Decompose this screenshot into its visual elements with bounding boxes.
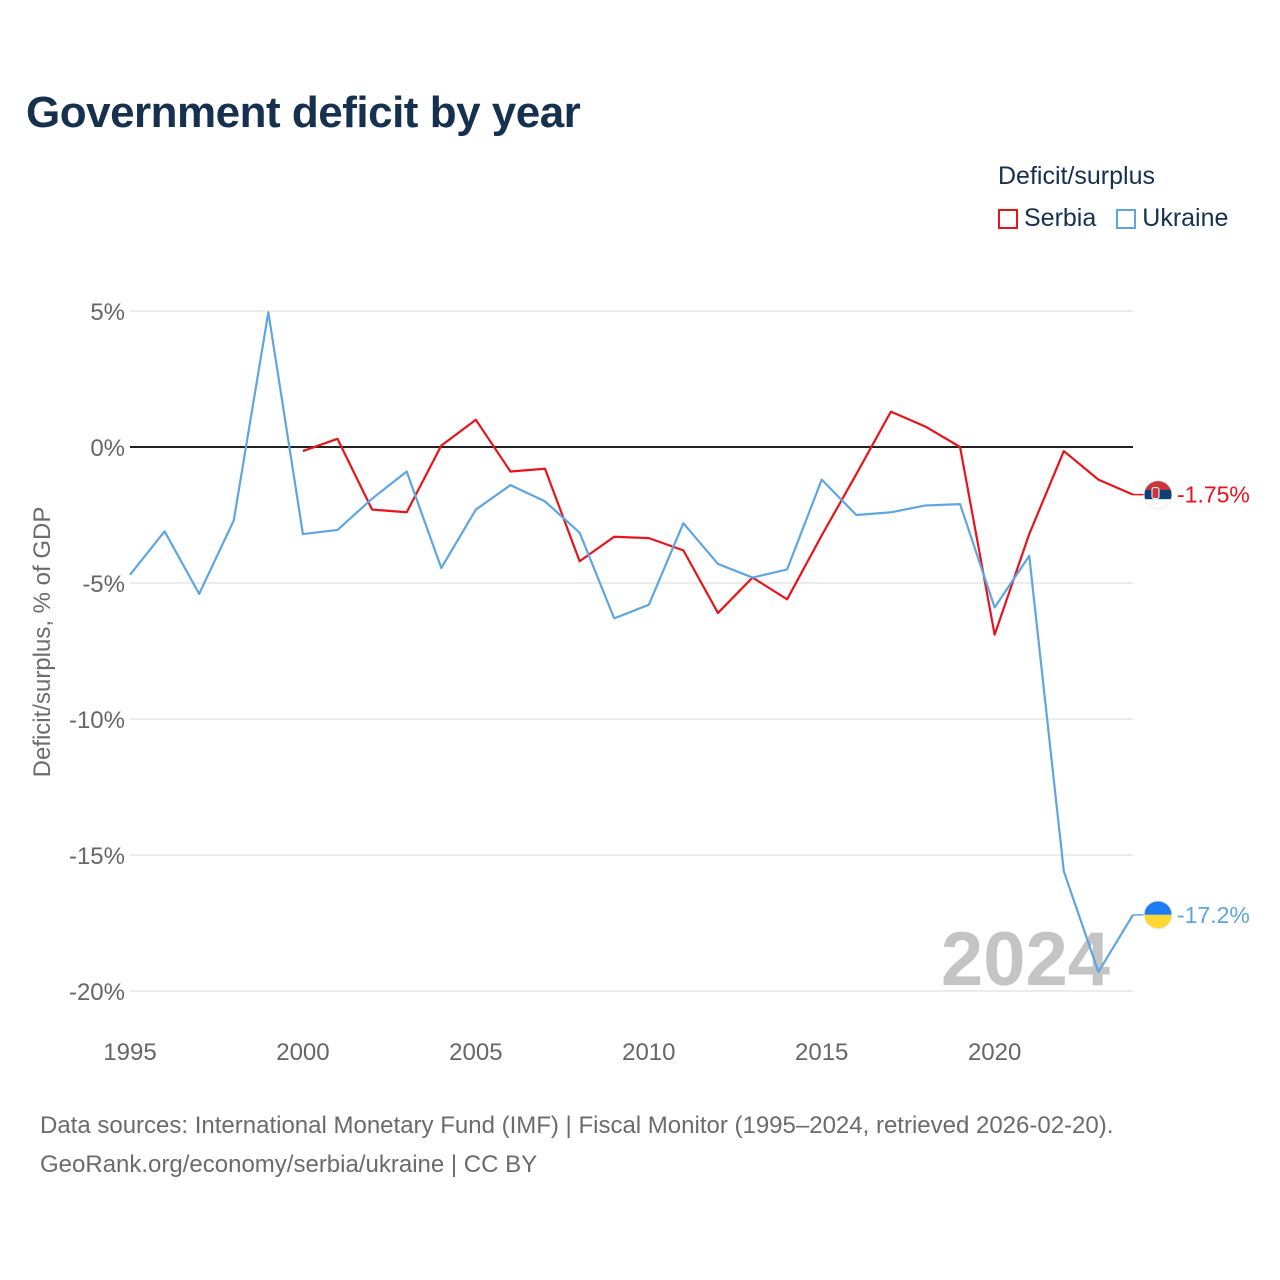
y-tick-label: -10%	[69, 707, 125, 734]
x-tick-label: 2020	[968, 1039, 1021, 1066]
watermark-year: 2024	[941, 917, 1110, 1002]
legend-swatch-serbia	[998, 208, 1018, 229]
series-line-ukraine[interactable]	[129, 311, 1134, 974]
y-tick-label: 0%	[90, 435, 125, 462]
y-tick-label: -5%	[82, 571, 125, 598]
y-axis-label: Deficit/surplus, % of GDP	[29, 507, 56, 778]
x-tick-label: 2000	[276, 1039, 329, 1066]
series	[129, 311, 1134, 974]
chart-title: Government deficit by year	[26, 88, 581, 137]
y-tick-label: -15%	[69, 843, 125, 870]
attribution: GeoRank.org/economy/serbia/ukraine | CC …	[40, 1151, 538, 1178]
legend-swatch-ukraine	[1116, 208, 1137, 229]
ukraine-flag-icon	[1143, 900, 1173, 930]
x-tick-label: 1995	[103, 1039, 156, 1066]
series-line-serbia[interactable]	[302, 410, 1134, 636]
legend-item-ukraine[interactable]: Ukraine	[1116, 204, 1228, 233]
y-tick-label: -20%	[69, 979, 125, 1006]
gridlines	[130, 310, 1133, 992]
x-tick-label: 2010	[622, 1039, 675, 1066]
legend-label-serbia: Serbia	[1024, 204, 1097, 232]
x-tick-label: 2015	[795, 1039, 848, 1066]
legend-label-ukraine: Ukraine	[1142, 204, 1229, 232]
end-label-serbia: -1.75%	[1177, 482, 1250, 508]
footer: Data sources: International Monetary Fun…	[40, 1106, 1113, 1184]
y-tick-label: 5%	[90, 299, 125, 326]
legend-title: Deficit/surplus	[998, 162, 1155, 190]
x-tick-label: 2005	[449, 1039, 502, 1066]
y-axis-ticks: 5% 0% -5% -10% -15% -20%	[69, 299, 125, 1006]
end-label-ukraine: -17.2%	[1177, 902, 1250, 928]
serbia-flag-icon	[1143, 480, 1173, 510]
legend-item-serbia[interactable]: Serbia	[998, 204, 1096, 233]
legend: Serbia Ukraine	[998, 204, 1248, 233]
end-labels: -1.75% -17.2%	[1133, 480, 1250, 930]
x-axis-ticks: 1995 2000 2005 2010 2015 2020	[103, 1039, 1021, 1066]
data-source-note: Data sources: International Monetary Fun…	[40, 1112, 1114, 1139]
